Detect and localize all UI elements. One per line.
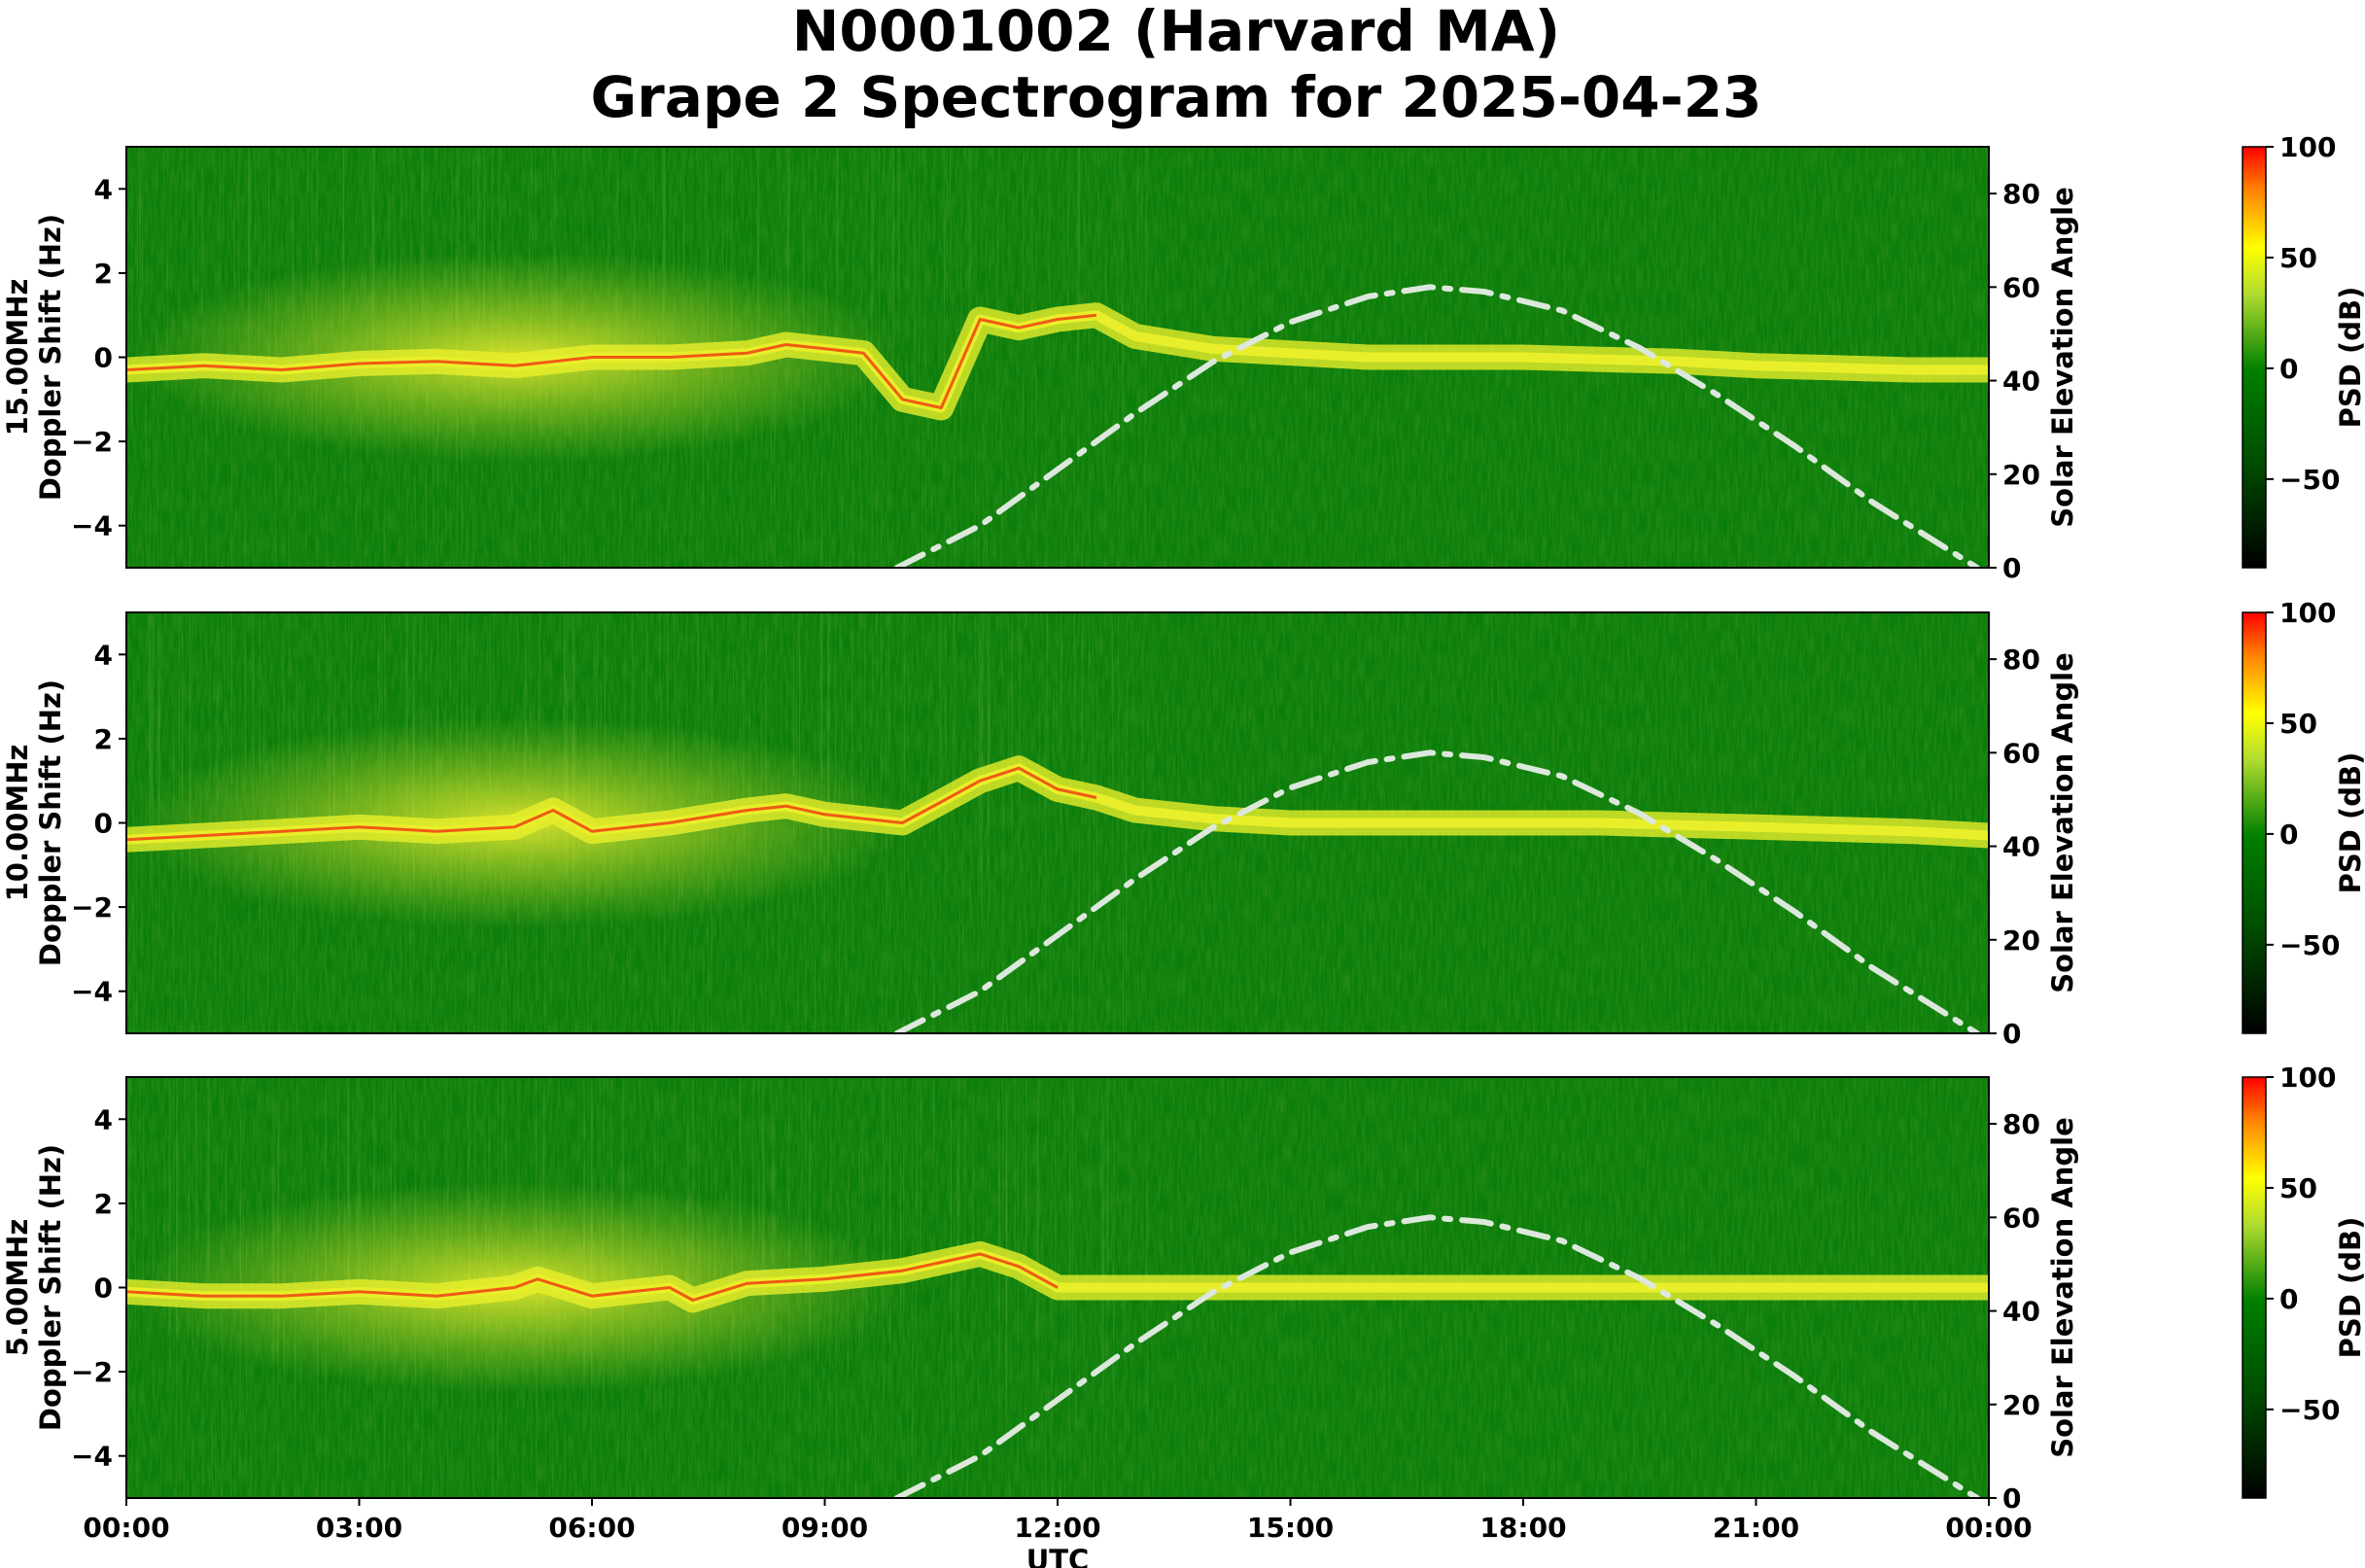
- colorbar-label: PSD (dB): [2334, 1217, 2365, 1359]
- y2-axis-label: Solar Elevation Angle: [2046, 187, 2079, 528]
- y-tick-label: −4: [71, 1441, 113, 1473]
- y2-tick-label: 20: [2002, 924, 2040, 957]
- doppler-band-core: [126, 1252, 1059, 1302]
- y2-tick-label: 80: [2002, 178, 2040, 210]
- x-axis-label: UTC: [1026, 1544, 1090, 1568]
- x-tick-label: 09:00: [782, 1512, 868, 1544]
- x-tick-label: 15:00: [1247, 1512, 1334, 1544]
- y2-tick-label: 40: [2002, 831, 2040, 863]
- colorbar-tick-label: 50: [2279, 1172, 2317, 1204]
- y2-tick-label: 80: [2002, 644, 2040, 676]
- colorbar-tick-label: 100: [2279, 597, 2336, 629]
- y-tick-label: −4: [71, 510, 113, 542]
- y-tick-label: 4: [94, 639, 113, 671]
- frequency-label: 15.00MHz: [1, 279, 34, 436]
- frequency-label: 5.00MHz: [1, 1219, 34, 1357]
- y-axis-label: Doppler Shift (Hz): [34, 214, 67, 501]
- y-tick-label: 4: [94, 1103, 113, 1135]
- colorbar-label: PSD (dB): [2334, 287, 2365, 429]
- y-tick-label: 0: [94, 1272, 113, 1305]
- y2-tick-label: 60: [2002, 271, 2040, 303]
- y2-tick-label: 20: [2002, 1389, 2040, 1421]
- y2-tick-label: 0: [2002, 1482, 2021, 1515]
- colorbar: [2242, 611, 2267, 1034]
- y2-tick-label: 20: [2002, 459, 2040, 491]
- colorbar-tick-label: 50: [2279, 708, 2317, 740]
- colorbar-tick-label: 0: [2279, 1283, 2298, 1315]
- y-tick-label: −2: [71, 426, 113, 458]
- colorbar-tick-label: −50: [2279, 464, 2340, 496]
- y2-tick-label: 0: [2002, 1018, 2021, 1050]
- y-tick-label: 4: [94, 173, 113, 205]
- x-tick-label: 12:00: [1014, 1512, 1100, 1544]
- y-tick-label: 2: [94, 1188, 113, 1220]
- x-tick-label: 00:00: [1945, 1512, 2032, 1544]
- y-axis-label: Doppler Shift (Hz): [34, 1144, 67, 1431]
- colorbar-tick-label: 0: [2279, 819, 2298, 851]
- doppler-band-core: [126, 313, 1097, 409]
- y2-tick-label: 60: [2002, 1202, 2040, 1234]
- colorbar: [2242, 146, 2267, 569]
- colorbar: [2242, 1076, 2267, 1499]
- y-tick-label: −2: [71, 891, 113, 923]
- y-tick-label: 2: [94, 258, 113, 290]
- plot-area: [126, 612, 1989, 1033]
- y2-tick-label: 40: [2002, 366, 2040, 398]
- x-tick-label: 21:00: [1713, 1512, 1799, 1544]
- y2-tick-label: 0: [2002, 552, 2021, 584]
- colorbar-tick-label: 100: [2279, 131, 2336, 163]
- y2-tick-label: 60: [2002, 737, 2040, 769]
- y2-axis-label: Solar Elevation Angle: [2046, 652, 2079, 993]
- y2-tick-label: 80: [2002, 1108, 2040, 1140]
- colorbar-tick-label: −50: [2279, 1394, 2340, 1426]
- y-tick-label: −4: [71, 976, 113, 1008]
- plot-area: [126, 147, 1989, 568]
- colorbar-label: PSD (dB): [2334, 752, 2365, 894]
- plot-area: [126, 1077, 1989, 1498]
- y-axis-label: Doppler Shift (Hz): [34, 679, 67, 966]
- colorbar-tick-label: −50: [2279, 929, 2340, 961]
- y-tick-label: 0: [94, 808, 113, 840]
- frequency-label: 10.00MHz: [1, 745, 34, 902]
- colorbar-tick-label: 0: [2279, 353, 2298, 385]
- y2-tick-label: 40: [2002, 1296, 2040, 1328]
- y-tick-label: 0: [94, 342, 113, 374]
- x-tick-label: 03:00: [316, 1512, 402, 1544]
- y2-axis-label: Solar Elevation Angle: [2046, 1117, 2079, 1458]
- doppler-band-core: [126, 766, 1097, 842]
- y-tick-label: −2: [71, 1356, 113, 1388]
- x-tick-label: 00:00: [83, 1512, 169, 1544]
- colorbar-tick-label: 50: [2279, 242, 2317, 274]
- solar-elevation-curve: [893, 749, 1980, 1033]
- solar-elevation-curve: [893, 284, 1980, 568]
- solar-elevation-curve: [893, 1214, 1980, 1498]
- chart-title-line1: N0001002 (Harvard MA): [792, 0, 1560, 64]
- colorbar-tick-label: 100: [2279, 1062, 2336, 1094]
- chart-title-line2: Grape 2 Spectrogram for 2025-04-23: [591, 64, 1762, 130]
- x-tick-label: 06:00: [548, 1512, 635, 1544]
- y-tick-label: 2: [94, 723, 113, 755]
- x-tick-label: 18:00: [1479, 1512, 1566, 1544]
